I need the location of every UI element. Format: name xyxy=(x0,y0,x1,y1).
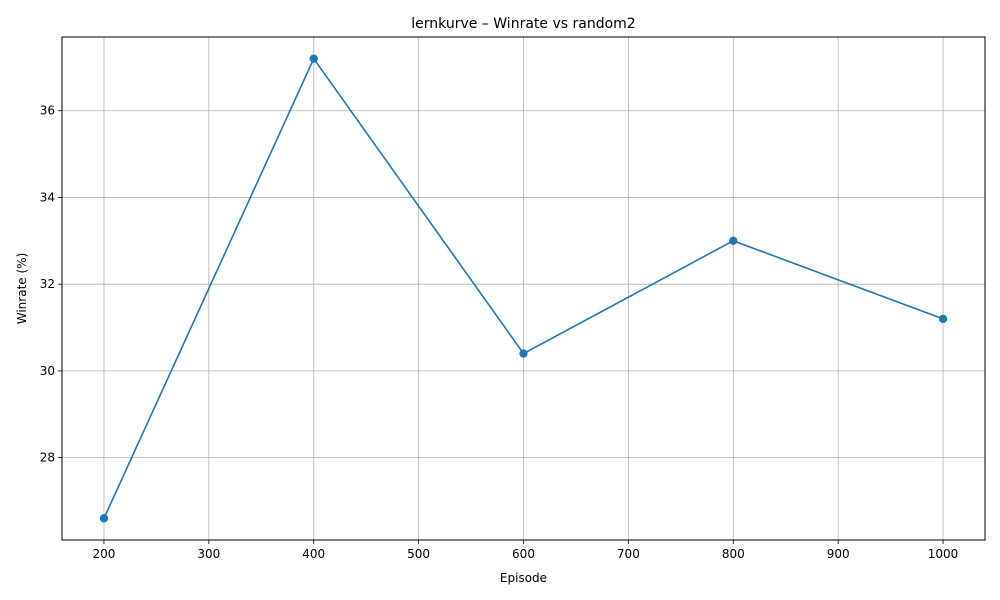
x-tick-label: 700 xyxy=(617,547,640,561)
data-point xyxy=(519,349,528,358)
y-tick-label: 34 xyxy=(40,190,55,204)
data-point xyxy=(729,236,738,246)
chart-title: lernkurve – Winrate vs random2 xyxy=(411,16,635,32)
data-point xyxy=(309,54,318,63)
data-point xyxy=(99,514,109,523)
data-point xyxy=(938,314,948,324)
x-tick-label: 900 xyxy=(827,547,850,561)
x-axis-ticks: 200 300 400 500 600 700 800 900 1000 xyxy=(93,540,959,561)
x-tick-label: 400 xyxy=(302,547,325,561)
y-tick-label: 28 xyxy=(40,451,55,465)
x-axis-label: Episode xyxy=(500,571,547,585)
grid-lines xyxy=(62,37,985,540)
x-tick-label: 300 xyxy=(197,547,220,561)
x-tick-label: 500 xyxy=(407,547,430,561)
y-axis-label: Winrate (%) xyxy=(15,253,29,325)
y-tick-label: 36 xyxy=(40,104,55,118)
x-tick-label: 800 xyxy=(722,547,745,561)
x-tick-label: 1000 xyxy=(928,547,959,561)
series-layer xyxy=(99,54,948,523)
y-tick-label: 30 xyxy=(40,364,55,378)
x-tick-label: 200 xyxy=(93,547,116,561)
x-tick-label: 600 xyxy=(512,547,535,561)
y-tick-label: 32 xyxy=(40,277,55,291)
y-axis-ticks: 28 30 32 34 36 xyxy=(40,104,62,465)
